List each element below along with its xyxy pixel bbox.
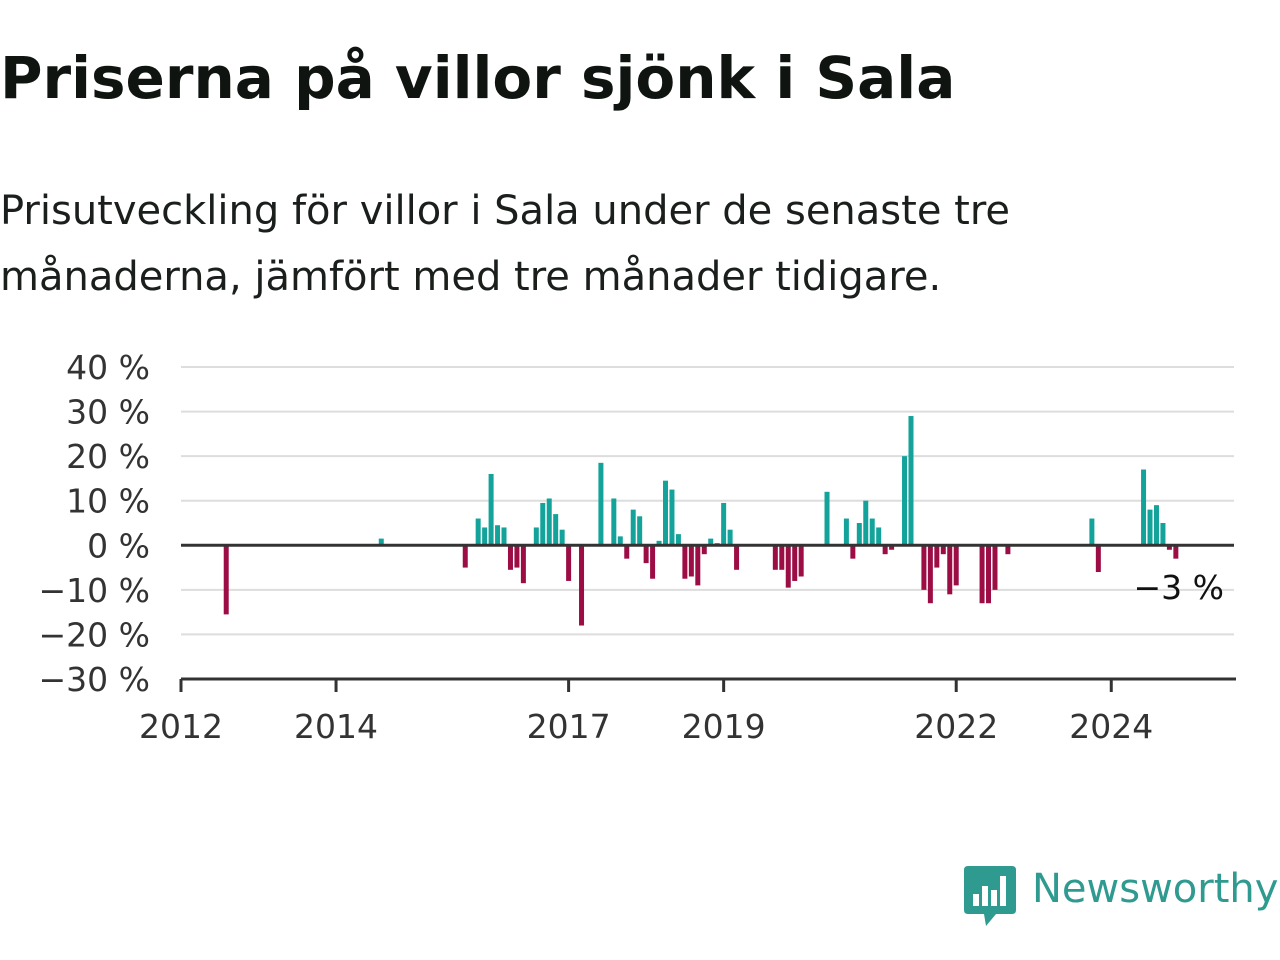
y-tick-label: −20 % xyxy=(39,615,151,654)
bar xyxy=(482,527,488,546)
bar xyxy=(643,545,649,564)
bars xyxy=(223,416,1179,626)
bar xyxy=(1166,545,1172,550)
bar xyxy=(579,545,585,626)
bar xyxy=(682,545,688,579)
bar xyxy=(533,527,539,546)
bar xyxy=(695,545,701,586)
x-tick-label: 2012 xyxy=(139,707,223,746)
y-tick-label: 30 % xyxy=(66,393,150,432)
x-tick-label: 2024 xyxy=(1069,707,1153,746)
chart-subtitle: Prisutveckling för villor i Sala under d… xyxy=(0,188,1010,300)
bar xyxy=(798,545,804,577)
bar xyxy=(701,545,707,555)
bar xyxy=(1160,523,1166,546)
bar xyxy=(630,509,636,546)
bar xyxy=(1173,545,1179,559)
bar xyxy=(1141,469,1147,546)
bar xyxy=(986,545,992,604)
brand-name: Newsworthy xyxy=(1032,866,1279,912)
bar xyxy=(501,527,507,546)
bar xyxy=(934,545,940,568)
bar xyxy=(475,518,481,546)
y-tick-label: 40 % xyxy=(66,348,150,387)
bar xyxy=(559,529,565,546)
bar xyxy=(708,538,714,546)
bar xyxy=(688,545,694,577)
bar xyxy=(1153,505,1159,546)
bar xyxy=(908,416,914,546)
bar xyxy=(462,545,468,568)
bar xyxy=(734,545,740,570)
bar xyxy=(1147,509,1153,546)
bar xyxy=(1095,545,1101,573)
axes xyxy=(181,543,1236,681)
bar xyxy=(546,498,552,546)
bar xyxy=(617,536,623,546)
bar xyxy=(624,545,630,559)
bar xyxy=(637,516,643,546)
x-tick-label: 2017 xyxy=(527,707,611,746)
bar xyxy=(792,545,798,581)
bar xyxy=(507,545,513,570)
bar xyxy=(553,514,559,546)
bar xyxy=(727,529,733,546)
y-tick-label: −10 % xyxy=(39,571,151,610)
bar xyxy=(1005,545,1011,555)
bar xyxy=(953,545,959,586)
bar xyxy=(495,525,501,546)
bar xyxy=(1089,518,1095,546)
bar xyxy=(540,502,546,546)
bar xyxy=(378,538,384,546)
x-axis-ticks: 2012 2014 2017 2019 2022 2024 xyxy=(139,679,1153,746)
y-axis-tick-labels: −30 % −20 % −10 % 0 % 10 % 20 % 30 % 40 % xyxy=(39,348,151,699)
bar xyxy=(520,545,526,584)
gridlines xyxy=(181,366,1234,636)
bar xyxy=(843,518,849,546)
bar xyxy=(869,518,875,546)
bar xyxy=(921,545,927,590)
y-tick-label: 0 % xyxy=(87,526,150,565)
bar xyxy=(979,545,985,604)
bar xyxy=(675,534,681,546)
bar xyxy=(656,540,662,546)
bar xyxy=(927,545,933,604)
bar xyxy=(882,545,888,555)
x-tick-label: 2019 xyxy=(682,707,766,746)
chart-title: Priserna på villor sjönk i Sala xyxy=(0,44,956,112)
y-tick-label: 20 % xyxy=(66,437,150,476)
bar xyxy=(488,473,494,546)
bar xyxy=(611,498,617,546)
bar-chart-speech-bubble-icon xyxy=(964,866,1016,926)
bar xyxy=(669,489,675,546)
bar xyxy=(785,545,791,588)
bar xyxy=(940,545,946,555)
bar xyxy=(779,545,785,570)
bar xyxy=(598,462,604,546)
y-tick-label: −30 % xyxy=(39,660,151,699)
x-tick-label: 2014 xyxy=(294,707,378,746)
bar xyxy=(902,456,908,546)
bar xyxy=(992,545,998,590)
bar xyxy=(824,491,830,546)
price-change-bar-chart: −30 %−20 %−10 %0 %10 %20 %30 %40 % 2012 2… xyxy=(39,348,1236,746)
y-tick-label: 10 % xyxy=(66,482,150,521)
bar xyxy=(721,502,727,546)
bar xyxy=(566,545,572,581)
bar xyxy=(663,480,669,546)
bar xyxy=(876,527,882,546)
bar xyxy=(863,500,869,546)
x-tick-label: 2022 xyxy=(914,707,998,746)
last-value-label: −3 % xyxy=(1134,568,1225,607)
bar xyxy=(889,545,895,550)
bar xyxy=(850,545,856,559)
bar xyxy=(650,545,656,579)
newsworthy-brand: Newsworthy xyxy=(964,866,1278,926)
bar xyxy=(947,545,953,595)
bar xyxy=(223,545,229,615)
bar xyxy=(514,545,520,568)
bar xyxy=(856,523,862,546)
bar xyxy=(772,545,778,570)
